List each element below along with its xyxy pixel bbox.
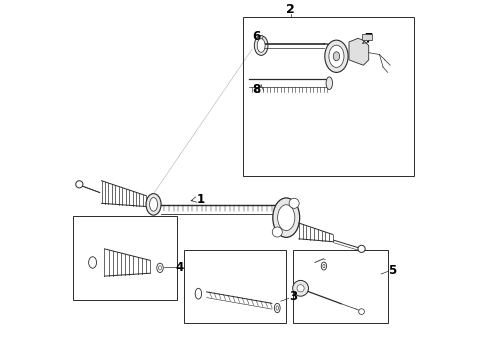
Bar [73,216,177,300]
Text: 1: 1 [197,193,205,206]
Ellipse shape [278,205,295,230]
Circle shape [359,309,365,315]
Ellipse shape [159,266,161,270]
Circle shape [76,181,83,188]
Circle shape [289,198,299,208]
Ellipse shape [273,198,300,237]
Ellipse shape [323,264,325,268]
Ellipse shape [329,45,344,67]
Ellipse shape [254,36,268,55]
Ellipse shape [146,194,161,215]
Ellipse shape [325,40,348,72]
Text: 5: 5 [388,264,396,277]
Text: 8: 8 [253,83,261,96]
Bar [184,250,286,323]
Bar [294,250,389,323]
Ellipse shape [274,303,280,313]
Ellipse shape [326,77,333,89]
Ellipse shape [257,39,265,52]
Text: 4: 4 [175,261,184,274]
Ellipse shape [157,263,163,273]
Ellipse shape [276,306,278,310]
Circle shape [358,245,365,252]
Polygon shape [349,39,368,65]
Ellipse shape [321,262,326,270]
Circle shape [272,227,282,237]
Text: 6: 6 [253,30,261,43]
Circle shape [293,280,309,296]
Ellipse shape [89,257,97,268]
Text: 7: 7 [365,32,373,45]
Ellipse shape [195,288,201,299]
Bar [362,34,371,40]
Bar [243,17,414,176]
Circle shape [297,285,304,292]
Text: 2: 2 [286,3,295,16]
Text: 3: 3 [290,290,297,303]
Ellipse shape [333,52,340,61]
Ellipse shape [149,198,157,211]
